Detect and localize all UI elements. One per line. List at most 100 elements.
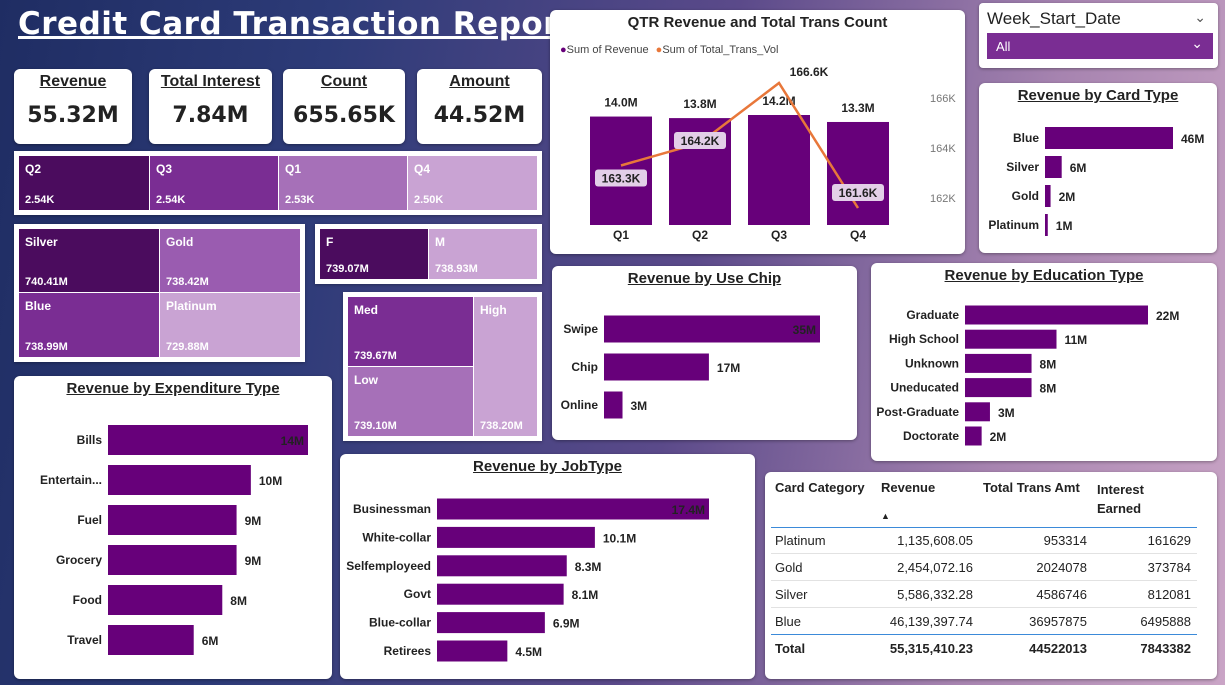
treemap-cell-med[interactable]: Med 739.67M [348,297,473,366]
bar[interactable] [437,640,508,662]
category-label: Grocery [56,553,102,567]
bar[interactable] [437,526,595,548]
bar[interactable] [1045,214,1048,236]
bar[interactable] [965,305,1148,325]
treemap-cell-silver[interactable]: Silver 740.41M [19,229,159,292]
cell-value: 739.10M [354,420,397,432]
treemap-cell-low[interactable]: Low 739.10M [348,367,473,436]
category-label: Q2 [692,228,708,242]
bar[interactable] [437,555,567,577]
trans-vol-label-bg[interactable] [674,132,726,149]
bar[interactable] [108,585,223,615]
treemap-cell-f[interactable]: F 739.07M [320,229,428,279]
category-label: Govt [404,587,431,601]
treemap-quarter: Q2 2.54K Q3 2.54K Q1 2.53K Q4 2.50K [14,151,542,215]
treemap-card-type: Silver 740.41M Gold 738.42M Blue 738.99M… [14,224,305,362]
table-cell: Platinum [775,533,826,548]
treemap-cell-q2[interactable]: Q2 2.54K [19,156,149,210]
kpi-count[interactable]: Count 655.65K [283,69,405,144]
treemap-cell-high[interactable]: High 738.20M [474,297,537,436]
cell-label: Low [354,373,378,387]
table-total-divider [771,634,1197,635]
total-interest: 7843382 [1140,641,1191,656]
total-label: Total [775,641,806,656]
table-cell: Silver [775,587,808,602]
y2-tick-label: 166K [930,93,956,105]
jobtype-chart-card: Revenue by JobType Businessman 17.4M White… [340,454,755,679]
cell-value: 739.67M [354,350,397,362]
table-cell: 161629 [1147,533,1191,548]
revenue-bar[interactable] [748,115,810,225]
treemap-cell-q3[interactable]: Q3 2.54K [150,156,278,210]
bar[interactable] [965,402,990,422]
data-label: 8M [1040,357,1057,371]
row-divider [771,580,1197,581]
bar[interactable] [965,378,1032,398]
data-label: 17M [717,361,740,375]
cell-label: Med [354,303,378,317]
trans-vol-label-bg[interactable] [832,184,884,201]
kpi-amount[interactable]: Amount 44.52M [417,69,542,144]
revenue-data-label: 13.3M [841,101,874,115]
bar[interactable] [1045,185,1051,207]
data-label: 4.5M [515,645,542,659]
bar[interactable] [604,391,623,419]
bar[interactable] [108,505,237,535]
kpi-count-value: 655.65K [293,103,395,128]
data-label: 2M [990,430,1007,444]
bar[interactable] [437,612,545,634]
slicer-dropdown[interactable]: All ⌄ [987,33,1213,59]
bar[interactable] [108,625,194,655]
data-label: 8M [1040,382,1057,396]
week-slicer[interactable]: Week_Start_Date ⌄ All ⌄ [979,3,1218,68]
bar[interactable] [437,583,564,605]
treemap-cell-q1[interactable]: Q1 2.53K [279,156,407,210]
treemap-cell-blue[interactable]: Blue 738.99M [19,293,159,357]
col-header-revenue[interactable]: Revenue [881,480,936,495]
bar[interactable] [1045,156,1062,178]
cell-value: 738.99M [25,341,68,353]
cell-value: 738.93M [435,263,478,275]
card-type-title: Revenue by Card Type [1017,87,1179,104]
kpi-total-interest[interactable]: Total Interest 7.84M [149,69,272,144]
bar[interactable] [965,426,982,446]
treemap-cell-gold[interactable]: Gold 738.42M [160,229,300,292]
expenditure-chart-card: Revenue by Expenditure Type Bills 14M Ente… [14,376,332,679]
cell-value: 740.41M [25,276,68,288]
data-label: 17.4M [672,503,705,517]
cell-value: 739.07M [326,263,369,275]
data-label: 3M [631,399,648,413]
category-label: Businessman [353,502,431,516]
education-chart-card: Revenue by Education Type Graduate 22M Hig… [871,263,1217,461]
jobtype-title: Revenue by JobType [473,458,622,475]
table-cell: 812081 [1147,587,1191,602]
trans-vol-label-bg[interactable] [595,169,647,187]
treemap-cell-platinum[interactable]: Platinum 729.88M [160,293,300,357]
expenditure-chart-svg: Bills 14M Entertain... 10M Fuel 9M Grocery 9M Fo… [40,425,308,655]
education-chart-svg: Graduate 22M High School 11M Unknown 8M Uneduc… [876,305,1179,446]
bar[interactable] [965,329,1057,349]
slicer-selected: All [996,39,1011,54]
bar[interactable] [1045,127,1173,149]
bar[interactable] [108,465,251,495]
treemap-cell-q4[interactable]: Q4 2.50K [408,156,537,210]
bar[interactable] [965,353,1032,373]
chevron-down-icon[interactable]: ⌄ [1194,9,1206,25]
category-label: Bills [77,433,103,447]
cell-value: 2.54K [156,194,186,206]
row-divider [771,607,1197,608]
treemap-cell-m[interactable]: M 738.93M [429,229,537,279]
bar[interactable] [604,315,820,343]
qtr-chart-title: QTR Revenue and Total Trans Count [627,14,888,31]
col-header-interest-earned[interactable]: Interest Earned [1097,482,1144,516]
bar[interactable] [108,425,308,455]
bar[interactable] [604,353,709,381]
bar[interactable] [437,498,709,520]
col-header-total-trans-amt[interactable]: Total Trans Amt [983,480,1080,495]
data-label: 35M [793,323,816,337]
kpi-revenue[interactable]: Revenue 55.32M [14,69,132,144]
kpi-interest-label: Total Interest [160,73,261,90]
bar[interactable] [108,545,237,575]
cell-label: Q2 [25,162,42,176]
col-header-card-category[interactable]: Card Category [775,480,865,495]
